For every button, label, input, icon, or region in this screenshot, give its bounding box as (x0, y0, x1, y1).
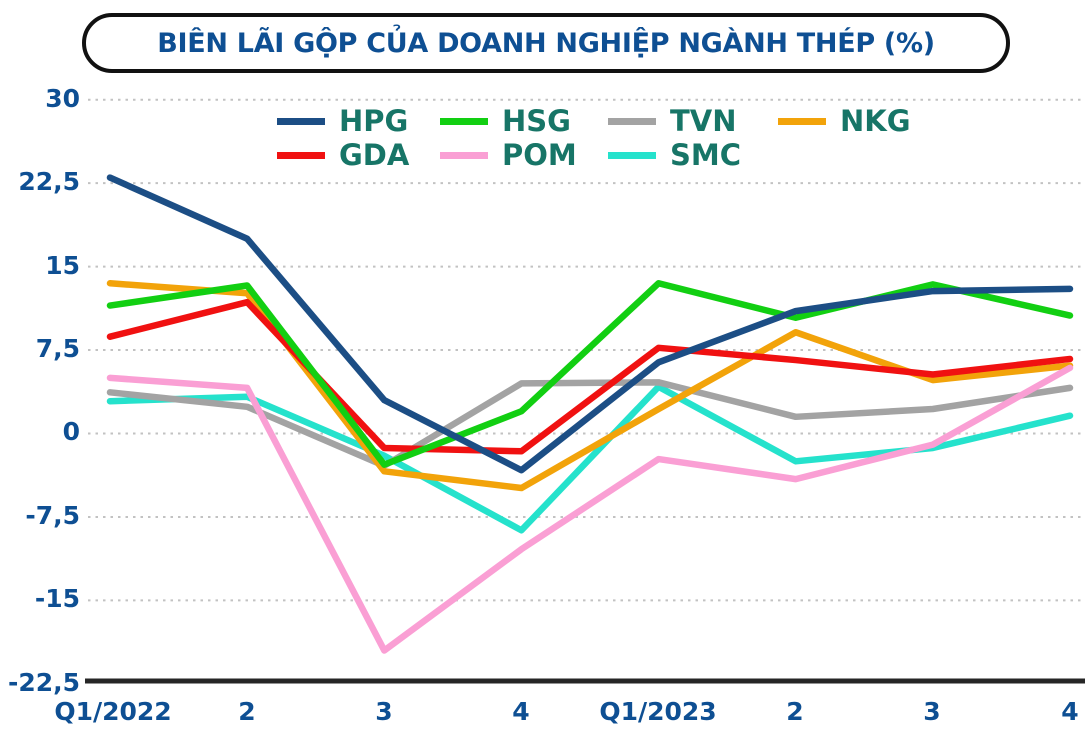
y-tick-label-neg7-5: -7,5 (25, 501, 80, 530)
legend-item-NKG: NKG (778, 104, 911, 138)
legend-item-HSG: HSG (440, 104, 571, 138)
legend-label-POM: POM (502, 138, 577, 172)
legend-item-HPG: HPG (277, 104, 408, 138)
legend-swatch-GDA (277, 151, 325, 159)
legend-label-SMC: SMC (670, 138, 742, 172)
legend-swatch-POM (440, 151, 488, 159)
series-line-GDA (106, 298, 1074, 455)
y-tick-label-0: 0 (62, 417, 80, 446)
series-line-HSG (106, 280, 1074, 468)
y-tick-label-neg15: -15 (34, 584, 80, 613)
legend-swatch-HSG (440, 117, 488, 125)
series-line-HPG (106, 174, 1074, 474)
series-line-POM (106, 364, 1074, 654)
legend-item-GDA: GDA (277, 138, 409, 172)
x-tick-label-q3-2023: 3 (923, 697, 941, 726)
x-tick-label-q2-2023: 2 (786, 697, 804, 726)
legend-label-HSG: HSG (502, 104, 571, 138)
y-tick-label-30: 30 (45, 84, 80, 113)
legend-swatch-TVN (608, 117, 656, 125)
legend-label-HPG: HPG (339, 104, 409, 138)
x-tick-label-q4-2023: 4 (1061, 697, 1079, 726)
legend-swatch-SMC (608, 151, 656, 159)
x-tick-label-q3-2022: 3 (375, 697, 393, 726)
series-line-TVN (106, 379, 1074, 470)
chart-title: BIÊN LÃI GỘP CỦA DOANH NGHIỆP NGÀNH THÉP… (157, 27, 935, 59)
legend-item-SMC: SMC (608, 138, 741, 172)
legend-item-POM: POM (440, 138, 577, 172)
legend-label-NKG: NKG (840, 104, 911, 138)
legend-item-TVN: TVN (608, 104, 737, 138)
x-tick-label-q2-2022: 2 (238, 697, 256, 726)
legend-label-GDA: GDA (339, 138, 410, 172)
y-tick-label-neg22-5: -22,5 (7, 668, 80, 697)
legend-swatch-NKG (778, 117, 826, 125)
x-tick-label-q1-2023: Q1/2023 (599, 697, 717, 726)
y-tick-label-15: 15 (45, 251, 80, 280)
x-tick-label-q1-2022: Q1/2022 (54, 697, 172, 726)
legend-swatch-HPG (277, 117, 325, 125)
y-tick-label-22-5: 22,5 (18, 167, 80, 196)
legend-label-TVN: TVN (670, 104, 737, 138)
x-tick-label-q4-2022: 4 (512, 697, 530, 726)
chart-title-pill: BIÊN LÃI GỘP CỦA DOANH NGHIỆP NGÀNH THÉP… (82, 13, 1010, 73)
y-tick-label-7-5: 7,5 (35, 334, 80, 363)
